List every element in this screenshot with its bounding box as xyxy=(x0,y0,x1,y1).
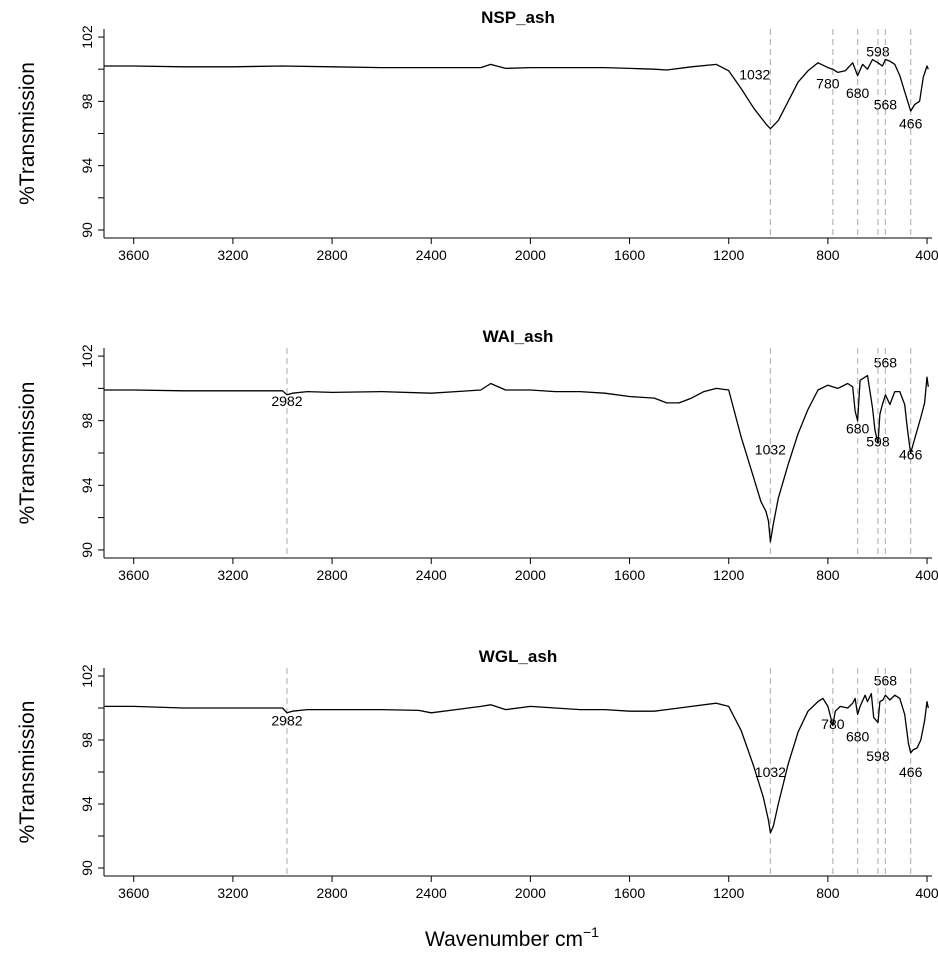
x-tick-label: 2800 xyxy=(316,247,347,263)
x-tick-label: 2000 xyxy=(515,247,546,263)
peak-label-2982: 2982 xyxy=(271,713,302,729)
x-tick-label: 800 xyxy=(816,567,840,583)
y-tick-label: 102 xyxy=(79,344,95,368)
peak-label-466: 466 xyxy=(899,764,923,780)
x-tick-label: 400 xyxy=(915,567,938,583)
panel-nsp-ash: NSP_ash 3600 3200 2800 2400 2000 1600 1200 800 40… xyxy=(16,8,938,263)
x-tick-label: 2800 xyxy=(316,567,347,583)
spectrum-line xyxy=(104,692,929,834)
x-tick-label: 1600 xyxy=(614,885,645,901)
x-tick-label: 2000 xyxy=(515,567,546,583)
x-tick-label: 1200 xyxy=(713,567,744,583)
x-tick-label: 3200 xyxy=(217,567,248,583)
y-tick-label: 98 xyxy=(79,732,95,748)
x-tick-label: 400 xyxy=(915,885,938,901)
x-axis-label-superscript: −1 xyxy=(583,924,599,940)
peak-label-680: 680 xyxy=(846,421,870,437)
peak-label-598: 598 xyxy=(866,43,890,59)
peak-label-780: 780 xyxy=(816,75,840,91)
y-axis-label: %Transmission xyxy=(16,62,39,205)
x-tick-label: 1200 xyxy=(713,885,744,901)
peak-label-466: 466 xyxy=(899,446,923,462)
x-tick-label: 2400 xyxy=(416,567,447,583)
peak-label-568: 568 xyxy=(874,96,898,112)
y-tick-label: 98 xyxy=(79,93,95,109)
y-tick-label: 90 xyxy=(79,860,95,876)
x-tick-label: 3200 xyxy=(217,247,248,263)
x-tick-label: 3600 xyxy=(118,247,149,263)
x-tick-label: 1600 xyxy=(614,567,645,583)
peak-label-2982: 2982 xyxy=(271,393,302,409)
peak-label-1032: 1032 xyxy=(755,442,786,458)
panel-wai-ash: WAI_ash 3600 3200 2800 2400 2000 1600 1200 800 40… xyxy=(16,327,938,583)
panel-title: NSP_ash xyxy=(481,8,555,27)
peak-label-1032: 1032 xyxy=(755,764,786,780)
x-tick-label: 800 xyxy=(816,885,840,901)
y-tick-label: 94 xyxy=(79,796,95,812)
x-tick-label: 3600 xyxy=(118,567,149,583)
y-axis-label: %Transmission xyxy=(16,382,39,525)
x-tick-label: 400 xyxy=(915,247,938,263)
y-tick-label: 90 xyxy=(79,542,95,558)
spectrum-line xyxy=(104,58,929,130)
x-tick-label: 800 xyxy=(816,247,840,263)
x-tick-label: 2000 xyxy=(515,885,546,901)
peak-label-1032: 1032 xyxy=(739,67,770,83)
spectrum-line xyxy=(104,374,929,543)
peak-label-568: 568 xyxy=(874,354,898,370)
y-tick-label: 98 xyxy=(79,413,95,429)
peak-label-680: 680 xyxy=(846,85,870,101)
y-tick-label: 94 xyxy=(79,158,95,174)
y-tick-label: 90 xyxy=(79,222,95,238)
x-tick-label: 1200 xyxy=(713,247,744,263)
y-tick-label: 102 xyxy=(79,664,95,688)
x-axis-label: Wavenumber cm−1 xyxy=(425,924,599,951)
x-tick-label: 2800 xyxy=(316,885,347,901)
peak-label-568: 568 xyxy=(874,673,898,689)
y-tick-label: 94 xyxy=(79,477,95,493)
x-tick-label: 2400 xyxy=(416,247,447,263)
peak-label-680: 680 xyxy=(846,729,870,745)
x-tick-label: 1600 xyxy=(614,247,645,263)
peak-label-598: 598 xyxy=(866,748,890,764)
panel-wgl-ash: WGL_ash 3600 3200 2800 2400 2000 1600 1200 800 40… xyxy=(16,647,938,951)
panel-title: WGL_ash xyxy=(479,647,557,666)
y-axis-label: %Transmission xyxy=(16,701,39,844)
x-tick-label: 3200 xyxy=(217,885,248,901)
y-tick-label: 102 xyxy=(79,25,95,49)
x-tick-label: 2400 xyxy=(416,885,447,901)
x-tick-label: 3600 xyxy=(118,885,149,901)
peak-label-466: 466 xyxy=(899,116,923,132)
panel-title: WAI_ash xyxy=(483,327,554,346)
